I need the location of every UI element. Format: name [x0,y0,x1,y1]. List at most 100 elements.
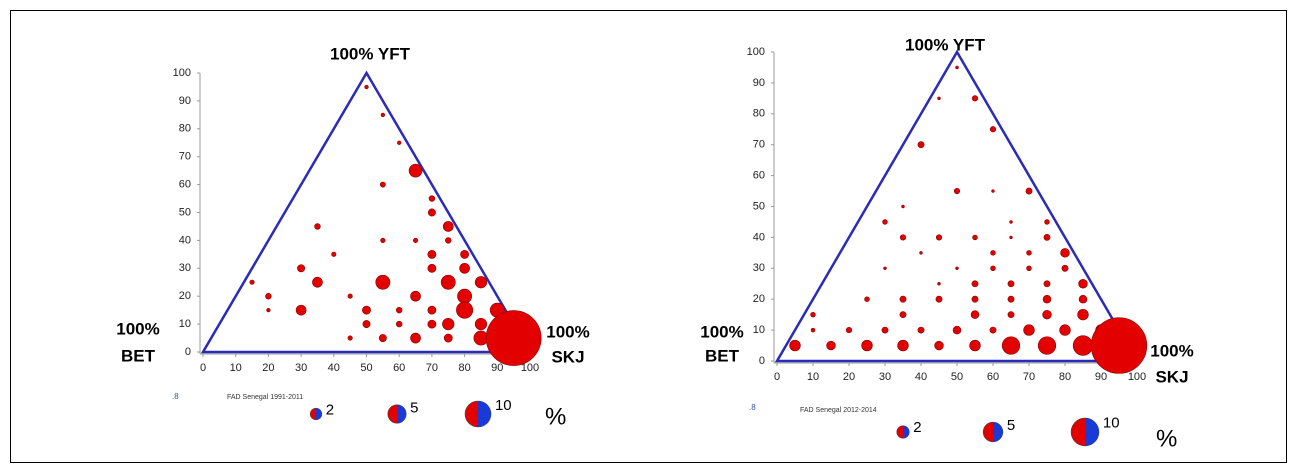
bubble [1023,324,1035,336]
bubble [953,187,961,195]
bubble [901,204,905,209]
bubble [408,163,423,178]
y-tick-label: 70 [753,139,765,151]
x-tick-label: 60 [987,371,999,383]
bubble [991,189,995,193]
bubble [427,249,437,259]
bubble [970,310,980,319]
y-tick-label: 50 [753,200,765,212]
bubble [883,266,887,270]
x-tick-label: 50 [951,371,963,383]
bubble [314,223,321,230]
x-tick-label: 50 [360,362,372,374]
bubble [989,126,997,133]
x-tick-label: 100 [1128,371,1146,383]
bubble [427,263,437,273]
bubble [1043,233,1051,241]
bubble [917,141,925,149]
y-tick-label: 80 [179,123,191,135]
bubble [899,295,907,303]
bubble [899,234,907,241]
bubble [457,288,473,304]
y-tick-label: 10 [179,318,191,330]
apex-label: 100% YFT [330,44,411,63]
x-tick-label: 10 [807,371,819,383]
x-tick-label: 90 [1095,371,1107,383]
bubble [937,96,941,101]
bubble [937,282,941,286]
y-tick-label: 0 [185,346,191,358]
bubble [1025,187,1033,195]
bubble [845,327,853,334]
ternary-triangle [200,70,533,354]
bubble [1042,294,1052,304]
bubble [265,293,272,300]
y-tick-label: 70 [179,151,191,163]
bubble [1043,280,1051,288]
bubble [474,276,488,289]
bubble [882,219,888,225]
bubble [1060,248,1070,258]
legend-label: 10 [1103,415,1120,432]
x-tick-label: 30 [879,371,891,383]
bubble [1077,308,1089,321]
x-tick-label: 70 [1023,371,1035,383]
bubble [295,304,307,316]
bubble [427,208,436,217]
bubble [934,340,944,351]
bubble [427,305,437,315]
legend-label: 2 [326,401,334,418]
bubble [899,311,907,319]
bubble [378,334,387,343]
bubble [427,319,437,329]
subtitle: FAD Senegal 2012-2014 [800,407,877,414]
y-tick-label: 20 [179,290,191,302]
bubble [297,264,306,273]
bubble [955,266,959,270]
bubble [442,221,454,232]
y-tick-label: 0 [759,355,765,367]
left-label: 100% [116,319,159,338]
bubble [445,237,452,244]
bubble [428,195,436,202]
bubble [881,326,889,334]
x-tick-label: 40 [328,362,340,374]
legend-bubble-half [316,408,322,420]
y-tick-label: 40 [753,231,765,243]
bubble [380,112,385,117]
y-tick-label: 100 [173,67,191,79]
bubble [347,335,353,341]
x-tick-label: 80 [1059,371,1071,383]
x-tick-label: 90 [491,362,503,374]
left-label: BET [121,346,156,365]
x-tick-label: 60 [393,362,405,374]
legend-unit: % [1156,425,1177,452]
bubble [379,181,386,188]
bubble [266,308,271,313]
x-tick-label: 30 [295,362,307,374]
legend-label: 10 [495,397,512,414]
bubble [789,339,801,352]
bubble [1007,311,1015,319]
bubble [1009,235,1013,240]
frame [10,10,1287,463]
bubble [1042,309,1052,320]
bubble [375,274,391,290]
x-tick-label: 10 [230,362,242,374]
bubble [864,296,870,302]
bubble [989,326,997,334]
bubble [969,339,981,352]
bubble [826,340,836,351]
right-label: SKJ [551,347,584,366]
y-tick-label: 50 [179,206,191,218]
bubble [1090,317,1148,374]
bubble [861,339,873,352]
bubble [810,327,816,333]
corner-note: .8 [172,392,179,401]
bubble [935,234,943,241]
y-tick-label: 40 [179,234,191,246]
legend-bubble-half [397,404,407,424]
bubble [1044,219,1050,225]
bubble [1072,335,1094,356]
